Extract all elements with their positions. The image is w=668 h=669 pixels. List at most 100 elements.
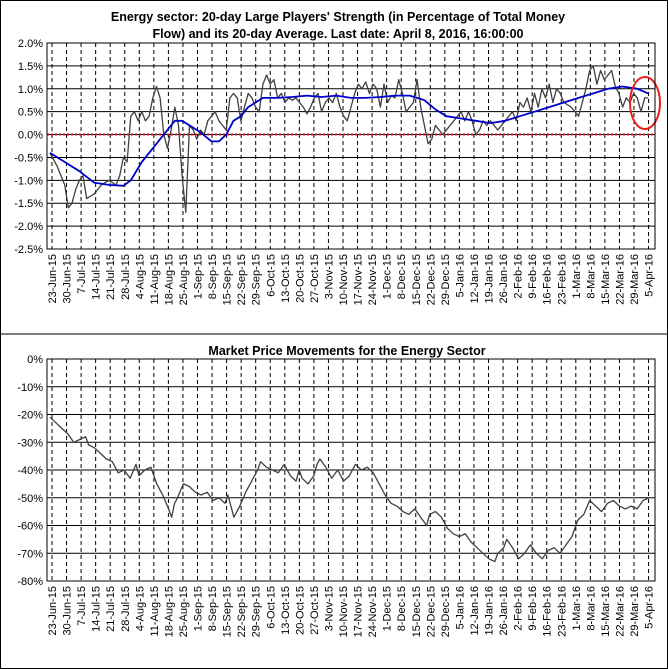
bottom-x-tick-label: 13-Oct-15 — [280, 586, 292, 635]
top-y-tick-label: 1.0% — [18, 84, 43, 96]
top-x-tick-label: 1-Dec-15 — [382, 254, 394, 299]
bottom-x-tick-label: 29-Mar-16 — [629, 586, 641, 637]
top-x-tick-label: 25-Aug-15 — [178, 254, 190, 305]
top-y-tick-label: -0.5% — [14, 152, 43, 164]
top-x-tick-label: 21-Jul-15 — [105, 254, 117, 300]
bottom-x-tick-label: 14-Jul-15 — [91, 586, 103, 632]
top-y-tick-label: -2.0% — [14, 221, 43, 233]
bottom-x-tick-label: 23-Feb-16 — [556, 586, 568, 637]
top-x-tick-label: 1-Mar-16 — [571, 254, 583, 299]
top-x-tick-label: 10-Nov-15 — [338, 254, 350, 305]
top-x-tick-label: 23-Jun-15 — [47, 254, 59, 304]
bottom-x-tick-label: 29-Dec-15 — [440, 586, 452, 637]
bottom-x-tick-label: 6-Oct-15 — [265, 586, 277, 629]
bottom-x-tick-label: 12-Jan-16 — [469, 586, 481, 636]
bottom-x-tick-label: 23-Jun-15 — [47, 586, 59, 636]
bottom-y-tick-label: -30% — [17, 437, 43, 449]
top-gridlines — [47, 42, 655, 250]
top-x-tick-label: 4-Aug-15 — [134, 254, 146, 299]
bottom-x-tick-label: 15-Sep-15 — [222, 586, 234, 637]
top-y-tick-label: 0.5% — [18, 107, 43, 119]
bottom-y-tick-label: -70% — [17, 548, 43, 560]
bottom-x-tick-label: 1-Mar-16 — [571, 586, 583, 631]
bottom-x-tick-label: 18-Aug-15 — [163, 586, 175, 637]
top-x-tick-label: 13-Oct-15 — [280, 254, 292, 303]
bottom-y-tick-label: -60% — [17, 521, 43, 533]
top-x-tick-label: 7-Jul-15 — [76, 254, 88, 294]
top-x-tick-label: 8-Dec-15 — [396, 254, 408, 299]
top-x-tick-label: 3-Nov-15 — [323, 254, 335, 299]
top-title-line-1: Energy sector: 20-day Large Players' Str… — [111, 10, 565, 24]
top-x-tick-label: 5-Apr-16 — [644, 254, 656, 297]
top-x-tick-label: 23-Feb-16 — [556, 254, 568, 305]
bottom-x-tick-label: 30-Jun-15 — [62, 586, 74, 636]
bottom-y-tick-label: -80% — [17, 576, 43, 588]
bottom-x-tick-label: 24-Nov-15 — [367, 586, 379, 637]
bottom-x-tick-label: 8-Mar-16 — [585, 586, 597, 631]
top-title-line-2: Flow) and its 20-day Average. Last date:… — [153, 27, 524, 41]
top-y-tick-label: -1.5% — [14, 198, 43, 210]
bottom-y-tick-label: -50% — [17, 493, 43, 505]
top-x-tick-label: 11-Aug-15 — [149, 254, 161, 305]
bottom-x-tick-label: 21-Jul-15 — [105, 586, 117, 632]
top-x-tick-label: 15-Sep-15 — [222, 254, 234, 305]
top-x-tick-label: 6-Oct-15 — [265, 254, 277, 297]
top-x-tick-label: 8-Sep-15 — [207, 254, 219, 299]
top-y-axis-ticks: 2.0% 1.5% 1.0% 0.5% 0.0% -0.5% -1.0% -1.5% -2.0%… — [14, 38, 43, 256]
top-x-tick-label: 17-Nov-15 — [353, 254, 365, 305]
bottom-x-tick-label: 4-Aug-15 — [134, 586, 146, 631]
top-x-tick-label: 27-Oct-15 — [309, 254, 321, 303]
bottom-x-tick-label: 17-Nov-15 — [353, 586, 365, 637]
top-x-tick-label: 2-Feb-16 — [513, 254, 525, 299]
bottom-x-tick-label: 19-Jan-16 — [484, 586, 496, 636]
bottom-x-tick-label: 22-Mar-16 — [614, 586, 626, 637]
bottom-plot-border — [46, 358, 656, 582]
top-y-tick-label: 1.5% — [18, 61, 43, 73]
top-series-line-0 — [49, 65, 649, 214]
bottom-x-tick-label: 2-Feb-16 — [513, 586, 525, 631]
bottom-y-axis-ticks: 0% -10% -20% -30% -40% -50% -60% -70% -80% — [17, 354, 43, 588]
top-x-tick-label: 12-Jan-16 — [469, 254, 481, 304]
bottom-x-tick-label: 10-Nov-15 — [338, 586, 350, 637]
bottom-x-tick-label: 15-Mar-16 — [600, 586, 612, 637]
bottom-x-tick-label: 28-Jul-15 — [120, 586, 132, 632]
top-x-tick-label: 28-Jul-15 — [120, 254, 132, 300]
bottom-x-tick-label: 8-Sep-15 — [207, 586, 219, 631]
bottom-y-tick-label: 0% — [27, 354, 43, 366]
bottom-x-tick-label: 7-Jul-15 — [76, 586, 88, 626]
bottom-x-tick-label: 15-Dec-15 — [411, 586, 423, 637]
top-x-tick-label: 29-Dec-15 — [440, 254, 452, 305]
bottom-x-tick-label: 5-Jan-16 — [454, 586, 466, 629]
bottom-gridlines — [47, 358, 655, 582]
bottom-y-tick-label: -40% — [17, 465, 43, 477]
bottom-y-tick-label: -10% — [17, 382, 43, 394]
bottom-x-tick-label: 1-Sep-15 — [193, 586, 205, 631]
bottom-x-tick-label: 27-Oct-15 — [309, 586, 321, 635]
bottom-x-tick-label: 5-Apr-16 — [644, 586, 656, 629]
bottom-x-tick-label: 29-Sep-15 — [251, 586, 263, 637]
bottom-x-tick-label: 26-Jan-16 — [498, 586, 510, 636]
top-x-tick-label: 16-Feb-16 — [542, 254, 554, 305]
top-x-tick-label: 24-Nov-15 — [367, 254, 379, 305]
bottom-x-tick-label: 8-Dec-15 — [396, 586, 408, 631]
top-x-tick-label: 15-Mar-16 — [600, 254, 612, 305]
bottom-x-tick-label: 22-Sep-15 — [236, 586, 248, 637]
bottom-x-tick-label: 11-Aug-15 — [149, 586, 161, 637]
bottom-x-tick-label: 22-Dec-15 — [425, 586, 437, 637]
bottom-x-tick-label: 1-Dec-15 — [382, 586, 394, 631]
top-x-axis-ticks: 23-Jun-15 30-Jun-15 7-Jul-15 14-Jul-15 21-Ju… — [47, 254, 656, 305]
bottom-panel: Market Price Movements for the Energy Se… — [17, 344, 655, 637]
bottom-series-line-0 — [49, 416, 650, 563]
top-y-tick-label: 2.0% — [18, 38, 43, 50]
top-x-tick-label: 26-Jan-16 — [498, 254, 510, 304]
top-series-group — [49, 65, 649, 214]
bottom-series-group — [49, 416, 650, 563]
bottom-x-tick-label: 9-Feb-16 — [527, 586, 539, 631]
top-x-tick-label: 22-Mar-16 — [614, 254, 626, 305]
top-y-tick-label: 0.0% — [18, 130, 43, 142]
top-x-tick-label: 19-Jan-16 — [484, 254, 496, 304]
top-x-tick-label: 15-Dec-15 — [411, 254, 423, 305]
top-y-tick-label: -1.0% — [14, 175, 43, 187]
top-y-tick-label: -2.5% — [14, 244, 43, 256]
